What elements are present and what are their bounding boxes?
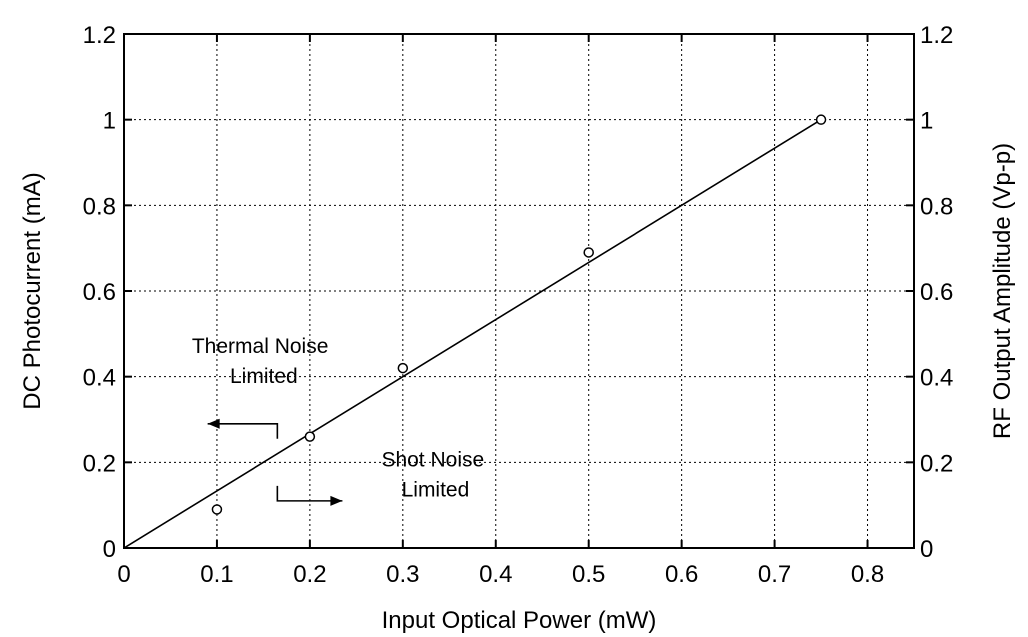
x-tick-label: 0.4 xyxy=(479,561,512,588)
y-tick-label: 1 xyxy=(103,108,116,135)
y-right-tick-labels: 0 0.2 0.4 0.6 0.8 1 1.2 xyxy=(920,22,953,563)
data-point xyxy=(304,431,316,442)
annotation-text: Shot Noise xyxy=(381,449,484,472)
y-tick-label: 0.2 xyxy=(83,450,116,477)
arrow-left-head xyxy=(207,418,220,429)
y-right-tick-label: 0.6 xyxy=(920,279,953,306)
data-series xyxy=(123,114,827,549)
data-point xyxy=(397,362,409,374)
y-axis-title: DC Photocurrent (mA) xyxy=(19,172,46,409)
shot-noise-annotation: Shot Noise Limited xyxy=(276,449,484,506)
y-right-tick-label: 1.2 xyxy=(920,22,953,49)
y-right-tick-label: 0.4 xyxy=(920,365,953,392)
x-axis-title: Input Optical Power (mW) xyxy=(382,607,657,634)
x-tick-labels: 0 0.1 0.2 0.3 0.4 0.5 0.6 0.7 0.8 xyxy=(117,561,884,588)
y-tick-label: 0.4 xyxy=(83,365,116,392)
annotation-text: Limited xyxy=(230,365,298,388)
x-tick-label: 0.7 xyxy=(758,561,791,588)
x-tick-label: 0.6 xyxy=(665,561,698,588)
y-right-tick-label: 1 xyxy=(920,108,933,135)
y-tick-label: 0.8 xyxy=(83,193,116,220)
x-tick-label: 0.3 xyxy=(386,561,419,588)
annotation-text: Limited xyxy=(402,479,470,502)
y-tick-label: 1.2 xyxy=(83,22,116,49)
plot-frame xyxy=(123,33,915,549)
x-tick-label: 0.1 xyxy=(200,561,233,588)
y-right-tick-label: 0.2 xyxy=(920,450,953,477)
grid-lines xyxy=(124,34,914,548)
y-right-tick-label: 0 xyxy=(920,536,933,563)
y-tick-label: 0 xyxy=(103,536,116,563)
data-point xyxy=(815,114,827,125)
annotation-text: Thermal Noise xyxy=(192,335,329,358)
x-tick-label: 0.2 xyxy=(293,561,326,588)
y-right-tick-label: 0.8 xyxy=(920,193,953,220)
data-point xyxy=(211,504,223,515)
data-point xyxy=(583,247,594,258)
thermal-noise-annotation: Thermal Noise Limited xyxy=(192,335,329,439)
axis-ticks xyxy=(123,33,914,549)
x-tick-label: 0.5 xyxy=(572,561,605,588)
x-tick-label: 0.8 xyxy=(851,561,884,588)
annotations: Thermal Noise Limited Shot Noise Limited xyxy=(192,335,484,506)
y-tick-labels: 0 0.2 0.4 0.6 0.8 1 1.2 xyxy=(83,22,116,563)
x-tick-label: 0 xyxy=(117,561,130,588)
y-tick-label: 0.6 xyxy=(83,279,116,306)
arrow-left-line xyxy=(207,422,279,439)
arrow-right-head xyxy=(330,495,343,506)
y-right-axis-title: RF Output Amplitude (Vp-p) xyxy=(989,143,1016,439)
fit-line xyxy=(123,118,822,549)
arrow-right-line xyxy=(276,485,343,502)
